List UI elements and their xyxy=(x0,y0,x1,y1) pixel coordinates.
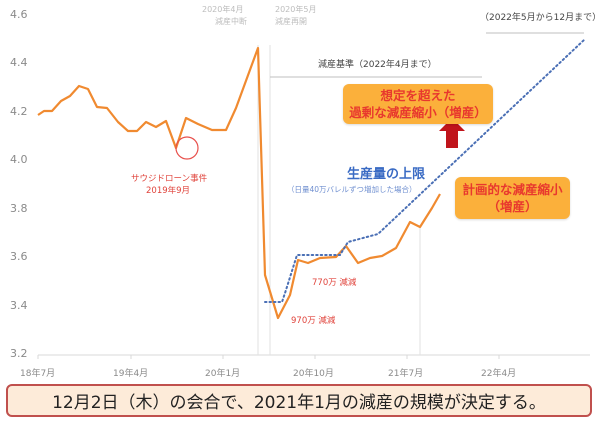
x-tick: 21年7月 xyxy=(388,367,423,379)
baseline-note: 減産基準（2022年4月まで） xyxy=(318,58,437,70)
extension-note: （2022年5月から12月まで） xyxy=(480,11,600,23)
x-tick: 18年7月 xyxy=(20,367,55,379)
x-tick: 19年4月 xyxy=(113,367,148,379)
y-tick: 4.4 xyxy=(10,56,28,69)
y-tick: 3.2 xyxy=(10,347,28,360)
x-tick: 20年10月 xyxy=(293,367,334,379)
callout-line: 計画的な減産縮小 xyxy=(462,182,563,197)
meeting-banner: 12月2日（木）の会合で、2021年1月の減産の規模が決定する。 xyxy=(6,384,592,417)
x-tick: 20年1月 xyxy=(205,367,240,379)
planned-increase-callout: 計画的な減産縮小 （増産） xyxy=(455,177,570,219)
cut-770-label: 770万 減減 xyxy=(312,277,357,288)
up-arrow-shaft xyxy=(446,130,458,148)
up-arrow-icon xyxy=(439,118,465,131)
y-tick: 3.6 xyxy=(10,250,28,263)
resume-note-line2: 減産再開 xyxy=(275,16,307,26)
x-tick: 22年4月 xyxy=(481,367,516,379)
y-tick: 3.8 xyxy=(10,202,28,215)
y-tick: 3.4 xyxy=(10,299,28,312)
cap-subtitle: （日量40万バレルずつ増加した場合） xyxy=(287,184,417,194)
pause-note-line1: 2020年4月 xyxy=(202,4,243,14)
pause-note-line2: 減産中断 xyxy=(215,16,247,26)
banner-text: 12月2日（木）の会合で、2021年1月の減産の規模が決定する。 xyxy=(52,393,546,413)
callout-line: 過剰な減産縮小（増産） xyxy=(349,105,487,120)
cut-970-label: 970万 減減 xyxy=(291,315,336,326)
callout-line: （増産） xyxy=(487,199,538,214)
actual-production-line xyxy=(37,46,441,320)
y-tick: 4.6 xyxy=(10,8,28,21)
drone-event-circle xyxy=(175,136,199,160)
y-tick: 4.2 xyxy=(10,105,28,118)
production-cap-line xyxy=(264,39,585,303)
drone-note-line1: サウジドローン事件 xyxy=(131,173,208,184)
callout-line: 想定を超えた xyxy=(380,88,456,103)
cap-title: 生産量の上限 xyxy=(347,166,426,182)
x-axis-ticks xyxy=(37,355,500,359)
drone-note-line2: 2019年9月 xyxy=(146,185,190,196)
excess-increase-callout: 想定を超えた 過剰な減産縮小（増産） xyxy=(343,84,493,124)
y-tick: 4.0 xyxy=(10,153,28,166)
resume-note-line1: 2020年5月 xyxy=(275,4,316,14)
